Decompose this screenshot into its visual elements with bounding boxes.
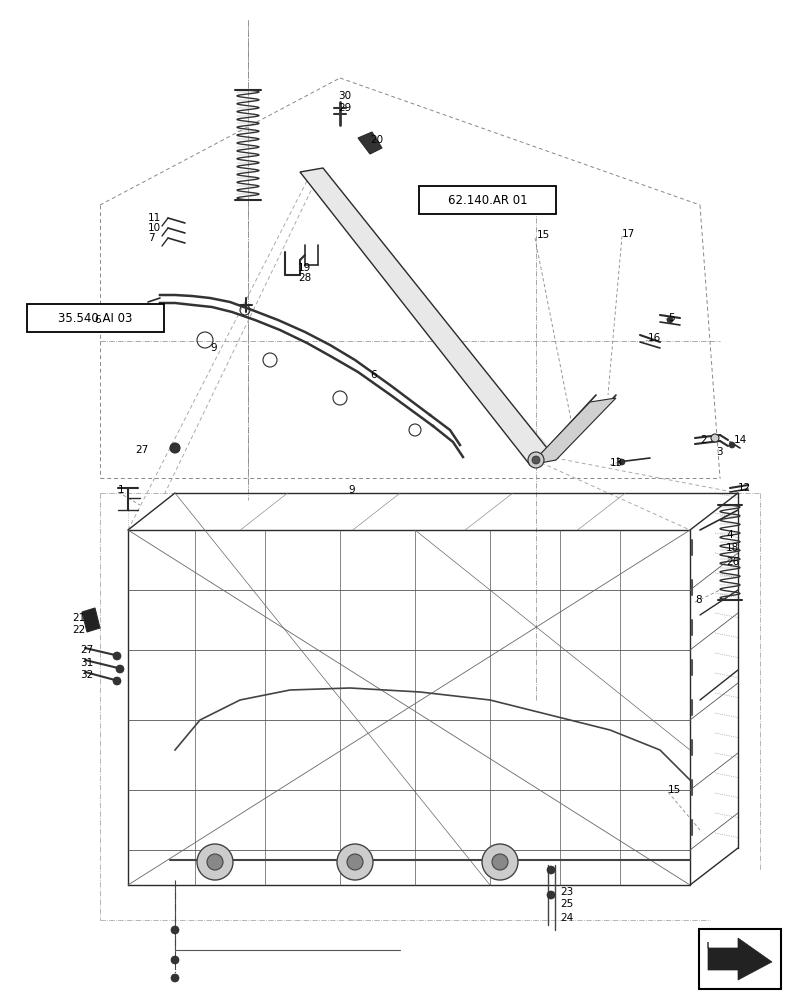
Polygon shape bbox=[82, 608, 100, 632]
Circle shape bbox=[171, 926, 178, 934]
Text: 27: 27 bbox=[80, 645, 93, 655]
FancyBboxPatch shape bbox=[418, 186, 556, 214]
Text: 3: 3 bbox=[715, 447, 722, 457]
Circle shape bbox=[171, 974, 178, 982]
Text: 25: 25 bbox=[560, 899, 573, 909]
Circle shape bbox=[482, 844, 517, 880]
Circle shape bbox=[207, 854, 223, 870]
Circle shape bbox=[710, 434, 718, 442]
Text: 11: 11 bbox=[148, 213, 161, 223]
Text: 9: 9 bbox=[348, 485, 354, 495]
Circle shape bbox=[169, 443, 180, 453]
Text: 5: 5 bbox=[667, 313, 674, 323]
FancyBboxPatch shape bbox=[698, 929, 780, 989]
Circle shape bbox=[346, 854, 363, 870]
Text: 17: 17 bbox=[621, 229, 634, 239]
Text: 23: 23 bbox=[560, 887, 573, 897]
Circle shape bbox=[116, 665, 124, 673]
Text: 1: 1 bbox=[118, 485, 124, 495]
Circle shape bbox=[547, 891, 554, 899]
Text: 21: 21 bbox=[72, 613, 85, 623]
Text: 4: 4 bbox=[725, 530, 732, 540]
Text: 12: 12 bbox=[737, 483, 750, 493]
Text: 20: 20 bbox=[370, 135, 383, 145]
Circle shape bbox=[531, 456, 539, 464]
Text: 26: 26 bbox=[725, 557, 738, 567]
Circle shape bbox=[113, 677, 121, 685]
Text: 31: 31 bbox=[80, 658, 93, 668]
Circle shape bbox=[527, 452, 543, 468]
Text: 35.540.AI 03: 35.540.AI 03 bbox=[58, 312, 132, 324]
Text: 29: 29 bbox=[337, 103, 351, 113]
Circle shape bbox=[618, 459, 624, 465]
Circle shape bbox=[171, 956, 178, 964]
Text: 28: 28 bbox=[298, 273, 311, 283]
Text: 2: 2 bbox=[699, 435, 706, 445]
Text: 14: 14 bbox=[733, 435, 746, 445]
Text: 6: 6 bbox=[94, 315, 101, 325]
Circle shape bbox=[728, 442, 734, 448]
Circle shape bbox=[197, 844, 233, 880]
Text: 22: 22 bbox=[72, 625, 85, 635]
Text: 9: 9 bbox=[210, 343, 217, 353]
Polygon shape bbox=[358, 132, 381, 154]
Circle shape bbox=[666, 317, 672, 323]
Text: 15: 15 bbox=[536, 230, 550, 240]
Text: 7: 7 bbox=[148, 233, 154, 243]
Circle shape bbox=[113, 652, 121, 660]
Text: 10: 10 bbox=[148, 223, 161, 233]
Text: 19: 19 bbox=[298, 263, 311, 273]
Text: 32: 32 bbox=[80, 670, 93, 680]
Text: 62.140.AR 01: 62.140.AR 01 bbox=[447, 194, 526, 207]
Polygon shape bbox=[707, 938, 771, 980]
Text: 24: 24 bbox=[560, 913, 573, 923]
Text: 6: 6 bbox=[370, 370, 376, 380]
Text: 30: 30 bbox=[337, 91, 350, 101]
Text: 27: 27 bbox=[135, 445, 148, 455]
Text: 8: 8 bbox=[694, 595, 701, 605]
Text: 15: 15 bbox=[667, 785, 680, 795]
Text: 13: 13 bbox=[609, 458, 623, 468]
Polygon shape bbox=[530, 398, 616, 465]
Circle shape bbox=[491, 854, 508, 870]
Circle shape bbox=[337, 844, 372, 880]
FancyBboxPatch shape bbox=[27, 304, 164, 332]
Polygon shape bbox=[299, 168, 554, 465]
Text: 18: 18 bbox=[725, 543, 738, 553]
Circle shape bbox=[547, 866, 554, 874]
Text: 16: 16 bbox=[647, 333, 660, 343]
